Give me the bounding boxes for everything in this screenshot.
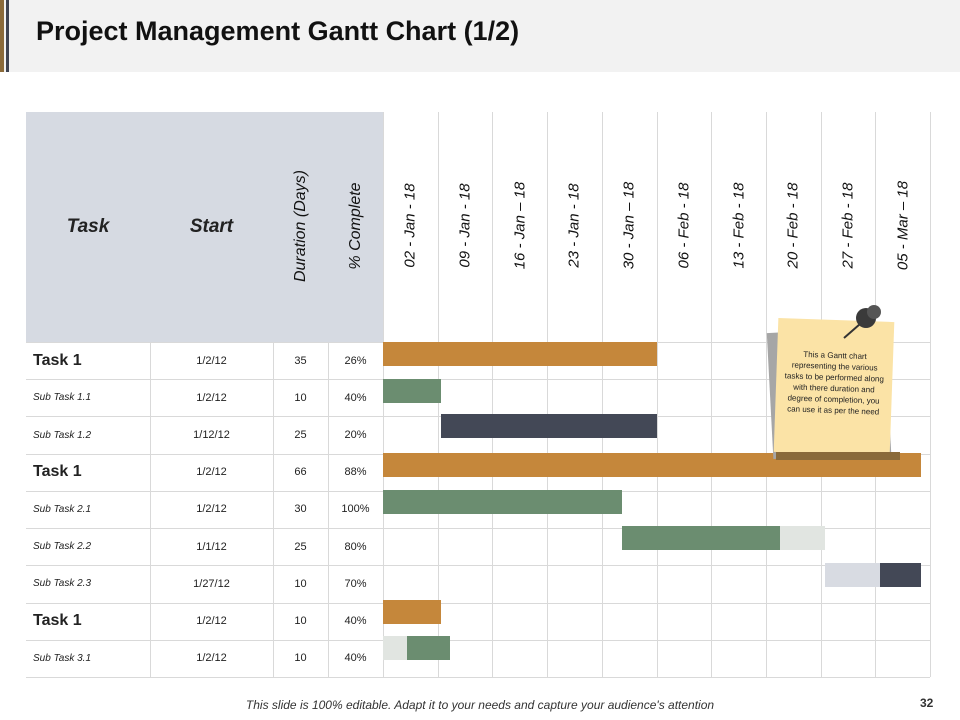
table-cell: 70% [344, 577, 367, 590]
title-bar [0, 0, 960, 72]
table-cell: 40% [344, 615, 367, 628]
table-cell: 25 [294, 429, 307, 442]
grid-line [711, 112, 713, 677]
header-bg [26, 112, 383, 342]
grid-line [930, 112, 931, 677]
table-cell: 10 [294, 577, 307, 590]
grid-line [656, 112, 658, 677]
pin-icon [843, 305, 881, 339]
grid-line [765, 112, 767, 677]
grid-line [273, 342, 274, 677]
week-header: 02 - Jan - 18 [401, 183, 419, 268]
table-cell: 100% [341, 503, 370, 516]
table-cell: 88% [344, 466, 367, 479]
table-cell: 10 [294, 652, 307, 665]
week-header: 13 - Feb - 18 [730, 182, 748, 269]
week-header: 09 - Jan - 18 [456, 183, 474, 268]
row-line [26, 528, 930, 530]
gantt-bar [383, 379, 441, 403]
accent [6, 0, 9, 72]
task-name: Sub Task 2.1 [33, 503, 92, 515]
task-name: Task 1 [33, 351, 82, 369]
table-cell: 35 [294, 354, 307, 367]
gantt-bar [383, 342, 657, 366]
title: Project Management Gantt Chart (1/2) [36, 16, 520, 46]
table-cell: 1/27/12 [193, 577, 230, 590]
accent [0, 0, 4, 72]
footer: This slide is 100% editable. Adapt it to… [245, 698, 715, 712]
note-edge [776, 452, 900, 460]
table-cell: 1/1/12 [196, 540, 227, 553]
table-cell: 1/2/12 [196, 615, 227, 628]
week-header: 06 - Feb - 18 [675, 182, 693, 269]
week-header: 16 - Jan – 18 [511, 181, 529, 270]
gantt-bar [407, 636, 450, 660]
table-cell: 80% [344, 540, 367, 553]
table-cell: 40% [344, 652, 367, 665]
grid-line [547, 112, 549, 677]
table-cell: 1/2/12 [196, 391, 227, 404]
table-cell: 66 [294, 466, 307, 479]
table-cell: 10 [294, 615, 307, 628]
gantt-bar-rest [383, 636, 407, 660]
row-line [26, 565, 930, 567]
task-name: Task 1 [33, 463, 82, 481]
page-number: 32 [920, 696, 934, 710]
grid-line [150, 342, 151, 677]
table-cell: 30 [294, 503, 307, 516]
task-name: Task 1 [33, 612, 82, 630]
week-header: 05 - Mar – 18 [894, 180, 912, 271]
task-name: Sub Task 3.1 [33, 652, 92, 664]
task-name: Sub Task 2.3 [33, 578, 92, 590]
column-header: Task [66, 216, 110, 237]
gantt-bar-rest [780, 526, 825, 550]
table-cell: 26% [344, 354, 367, 367]
task-name: Sub Task 1.2 [33, 429, 92, 441]
column-header: % Complete [346, 182, 364, 270]
gantt-bar [383, 600, 441, 624]
week-header: 27 - Feb - 18 [839, 182, 857, 269]
table-cell: 1/2/12 [196, 503, 227, 516]
table-cell: 1/12/12 [193, 429, 230, 442]
table-cell: 25 [294, 540, 307, 553]
week-header: 30 - Jan – 18 [620, 181, 638, 270]
table-cell: 40% [344, 391, 367, 404]
row-line [26, 639, 930, 641]
row-line [26, 602, 930, 604]
gantt-bar [383, 490, 622, 514]
table-cell: 20% [344, 429, 367, 442]
row-line [26, 379, 930, 381]
grid-line [492, 112, 494, 677]
grid-line [328, 342, 329, 677]
table-cell: 10 [294, 391, 307, 404]
table-cell: 1/2/12 [196, 354, 227, 367]
grid-line [601, 112, 603, 677]
table-cell: 1/2/12 [196, 652, 227, 665]
task-name: Sub Task 1.1 [33, 392, 92, 404]
task-name: Sub Task 2.2 [33, 541, 92, 553]
column-header: Duration (Days) [291, 169, 309, 283]
week-header: 23 - Jan - 18 [565, 183, 583, 268]
column-header: Start [189, 216, 234, 237]
gantt-bar [441, 414, 657, 438]
row-line [26, 677, 930, 678]
gantt-bar [622, 526, 780, 550]
gantt-bar-rest [825, 563, 880, 587]
gantt-bar [880, 563, 921, 587]
table-cell: 1/2/12 [196, 466, 227, 479]
week-header: 20 - Feb - 18 [784, 182, 802, 269]
